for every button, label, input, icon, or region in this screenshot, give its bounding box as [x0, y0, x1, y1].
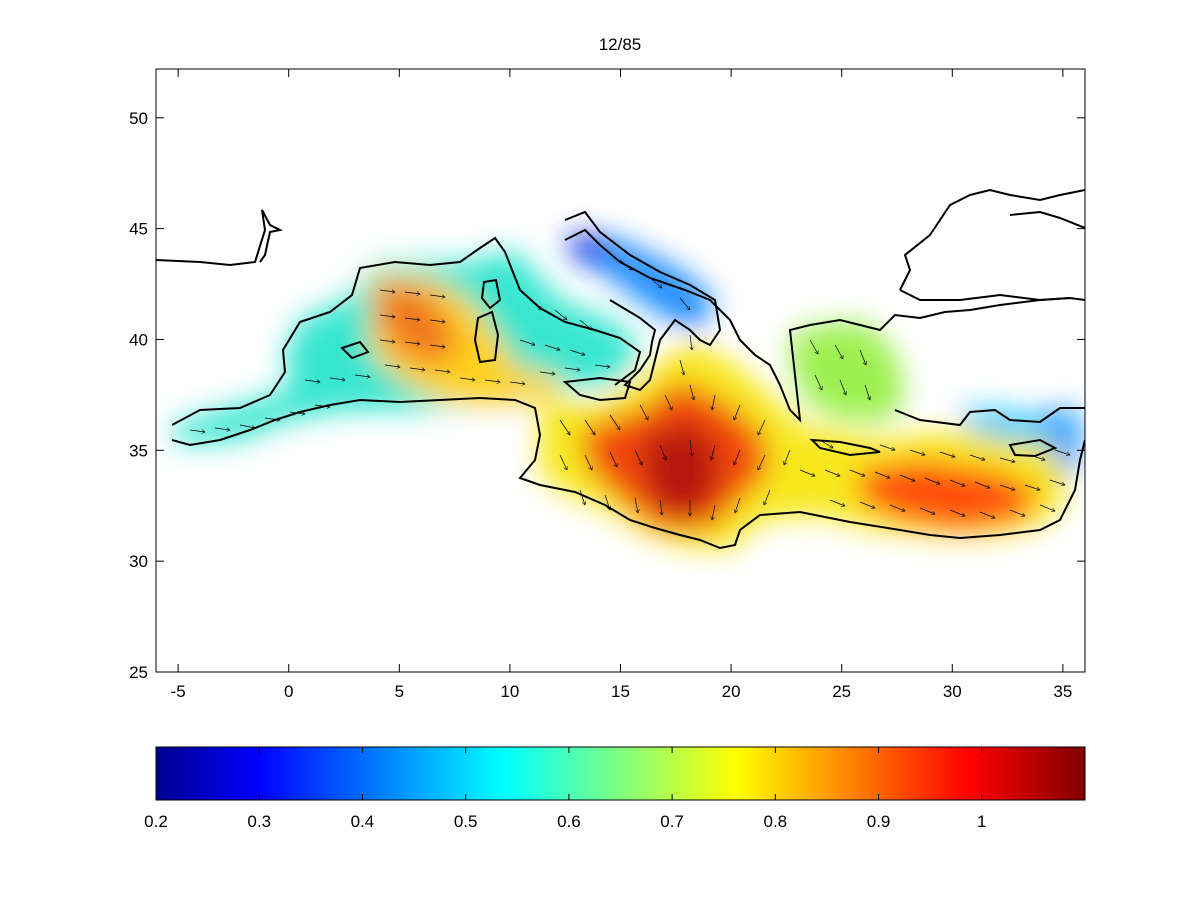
island-corsica	[480, 278, 502, 310]
colorbar-tick-label: 0.8	[764, 812, 788, 831]
coastline-italy	[564, 210, 722, 392]
x-axis: -5 0 5 10 15 20 25 30 35	[171, 69, 1072, 701]
coastline-africa	[171, 396, 1085, 550]
y-tick-label: 50	[129, 109, 148, 128]
coastline-iberia	[171, 236, 642, 426]
y-tick-label: 45	[129, 220, 148, 239]
colorbar: 0.2 0.3 0.4 0.5 0.6 0.7 0.8 0.9 1	[144, 746, 1086, 831]
coastline-europe-west	[156, 209, 284, 267]
colorbar-tick-label: 0.2	[144, 812, 168, 831]
y-axis: 25 30 35 40 45 50	[129, 109, 1085, 682]
colorbar-gradient	[155, 746, 1086, 801]
coastline-black-sea	[899, 188, 1085, 302]
plot-title: 12/85	[599, 35, 642, 54]
x-tick-label: 5	[395, 682, 404, 701]
x-tick-label: 30	[943, 682, 962, 701]
flow-arrows	[189, 259, 1070, 520]
colorbar-tick-label: 0.3	[247, 812, 271, 831]
coastlines	[156, 188, 1085, 550]
island-sicily	[562, 376, 632, 402]
colorbar-tick-label: 0.9	[867, 812, 891, 831]
island-mallorca	[340, 340, 370, 360]
x-tick-label: 0	[284, 682, 293, 701]
island-sardinia	[473, 310, 500, 364]
colorbar-tick-label: 0.7	[660, 812, 684, 831]
x-tick-label: 35	[1053, 682, 1072, 701]
x-tick-label: 20	[722, 682, 741, 701]
colorbar-tick-label: 0.5	[454, 812, 478, 831]
x-tick-label: 25	[832, 682, 851, 701]
cyprus-cool	[960, 410, 1060, 445]
x-tick-label: -5	[171, 682, 186, 701]
sea-field	[172, 235, 1080, 550]
north-adriatic-field	[565, 235, 610, 262]
aegean-field	[790, 320, 905, 420]
y-tick-label: 25	[129, 663, 148, 682]
map-axes: -5 0 5 10 15 20 25 30 35 25 30 35 40 45 50	[129, 68, 1086, 701]
levantine-core	[860, 460, 1040, 530]
colorbar-tick-label: 0.6	[557, 812, 581, 831]
y-tick-label: 40	[129, 330, 148, 349]
island-cyprus	[1008, 438, 1058, 458]
y-tick-label: 30	[129, 552, 148, 571]
y-tick-label: 35	[129, 441, 148, 460]
x-tick-label: 10	[500, 682, 519, 701]
coastline-balkans	[564, 228, 1085, 423]
gulf-lion-core	[378, 282, 460, 365]
colorbar-tick-label: 1	[977, 812, 986, 831]
colorbar-ticks: 0.2 0.3 0.4 0.5 0.6 0.7 0.8 0.9 1	[144, 747, 987, 831]
island-crete	[809, 438, 881, 457]
x-tick-label: 15	[611, 682, 630, 701]
coastline-anatolia	[894, 407, 1085, 427]
colorbar-tick-label: 0.4	[351, 812, 375, 831]
